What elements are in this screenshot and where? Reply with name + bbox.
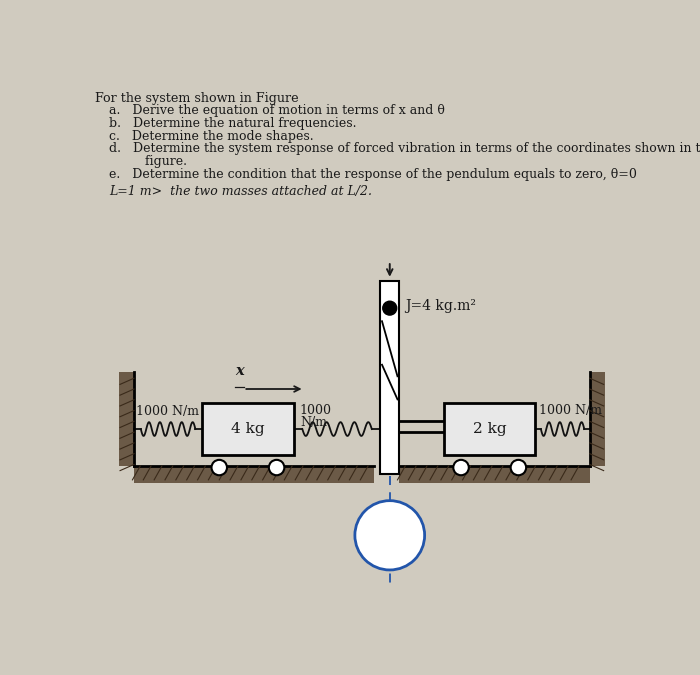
Bar [118,372,134,466]
Text: c.   Determine the mode shapes.: c. Determine the mode shapes. [109,130,314,142]
Text: 1000: 1000 [300,404,332,417]
Circle shape [511,460,526,475]
Bar [589,372,606,466]
Text: 4 kg: 4 kg [231,422,265,436]
Circle shape [211,460,227,475]
Text: x: x [235,364,244,378]
Bar [444,403,536,455]
Bar [134,466,374,483]
Text: 2 kg: 2 kg [473,422,507,436]
Circle shape [383,301,397,315]
Text: e.   Determine the condition that the response of the pendulum equals to zero, θ: e. Determine the condition that the resp… [109,167,637,181]
Text: figure.: figure. [109,155,187,168]
Bar [202,403,294,455]
Circle shape [454,460,469,475]
Text: N/m: N/m [300,416,327,429]
Circle shape [269,460,284,475]
Text: For the system shown in Figure: For the system shown in Figure [95,92,299,105]
Circle shape [355,501,425,570]
Bar [399,466,589,483]
Text: a.   Derive the equation of motion in terms of x and θ: a. Derive the equation of motion in term… [109,104,445,117]
Text: d.   Determine the system response of forced vibration in terms of the coordinat: d. Determine the system response of forc… [109,142,700,155]
Text: b.   Determine the natural frequencies.: b. Determine the natural frequencies. [109,117,357,130]
Text: 1000 N/m: 1000 N/m [136,405,199,418]
Bar [381,281,399,474]
Text: 1000 N/m: 1000 N/m [539,404,602,418]
Text: L=1 m>  the two masses attached at L/2.: L=1 m> the two masses attached at L/2. [109,185,372,198]
Text: J=4 kg.m²: J=4 kg.m² [405,299,476,313]
